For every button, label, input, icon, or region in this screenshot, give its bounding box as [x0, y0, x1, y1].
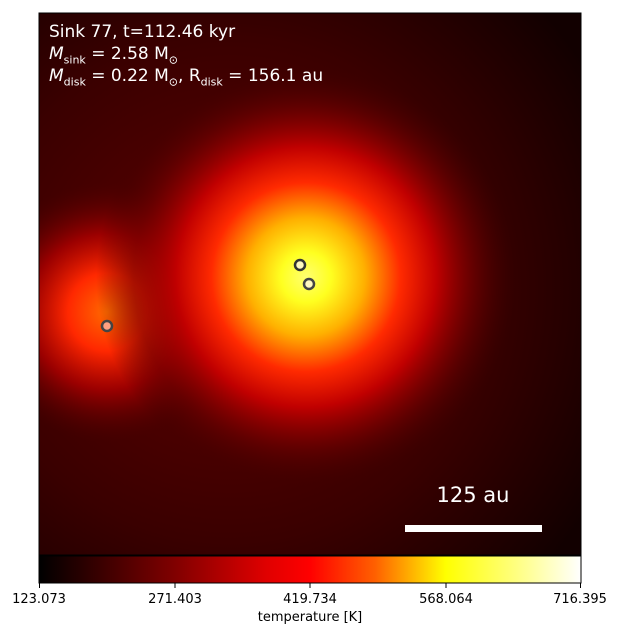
colorbar-tick-label: 271.403 [148, 592, 202, 607]
colorbar-label: temperature [K] [257, 610, 363, 625]
colorbar-tick-label: 568.064 [419, 592, 473, 607]
colorbar-tick-label: 123.073 [12, 592, 66, 607]
sink-marker [100, 319, 114, 333]
scale-bar [405, 525, 542, 532]
colorbar [38, 555, 582, 584]
colorbar-tick-label: 716.395 [553, 592, 607, 607]
plot-frame [38, 12, 582, 556]
sink-title: Sink 77, t=112.46 kyr [49, 22, 236, 42]
sink-marker [302, 277, 316, 291]
disk-properties: Mdisk = 0.22 M⊙, Rdisk = 156.1 au [49, 66, 324, 89]
colorbar-tick-label: 419.734 [283, 592, 337, 607]
sink-marker [293, 258, 307, 272]
sink-mass: Msink = 2.58 M⊙ [49, 44, 179, 67]
colorbar-ticks [39, 583, 581, 588]
scale-bar-label: 125 au [436, 483, 510, 507]
